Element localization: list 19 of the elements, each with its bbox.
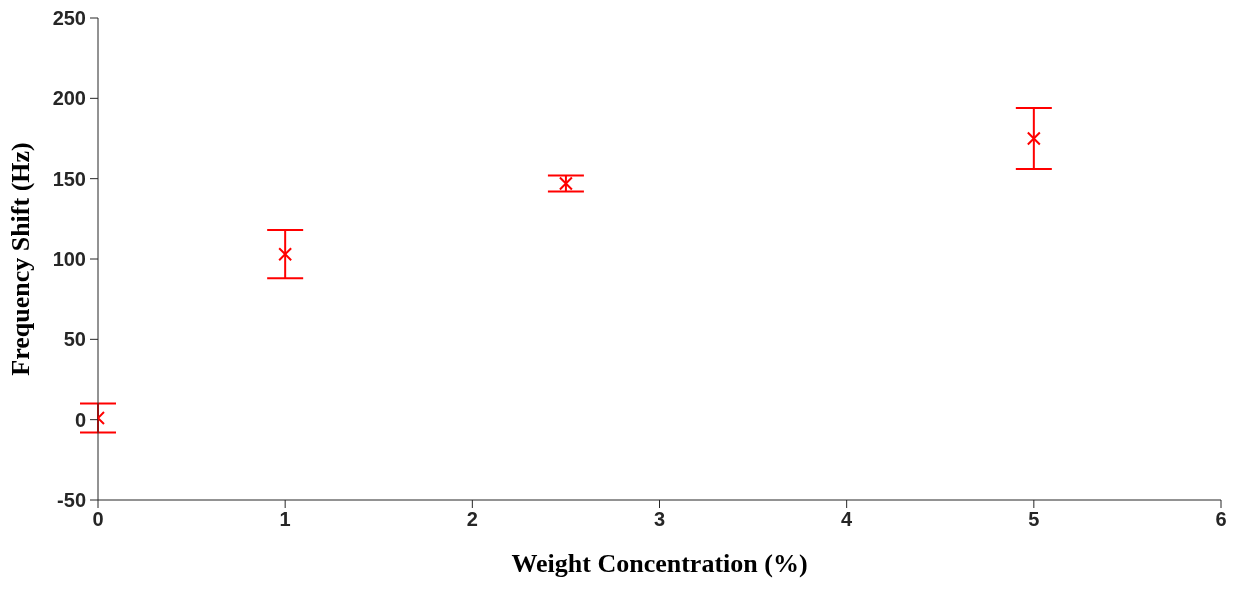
y-tick-label: 100 xyxy=(52,248,86,271)
x-tick-label: 3 xyxy=(653,508,666,531)
point xyxy=(1026,131,1041,146)
x-axis-title: Weight Concentration (%) xyxy=(511,549,808,578)
y-tick-label: 150 xyxy=(52,167,86,190)
y-tick-label: 0 xyxy=(74,408,86,431)
x-tick-label: 6 xyxy=(1215,508,1227,531)
x-tick-label: 1 xyxy=(279,508,291,531)
x-tick-label: 4 xyxy=(841,508,854,531)
y-tick-label: 50 xyxy=(63,328,86,351)
y-axis-title: Frequency Shift (Hz) xyxy=(6,142,36,376)
y-tick-label: 250 xyxy=(52,7,86,30)
point xyxy=(278,247,293,262)
point xyxy=(558,176,573,191)
x-tick-label: 0 xyxy=(92,508,104,531)
y-tick-label: 200 xyxy=(52,87,86,110)
x-tick-label: 5 xyxy=(1028,508,1040,531)
y-tick-label: -50 xyxy=(57,489,86,512)
x-tick-label: 2 xyxy=(466,508,478,531)
